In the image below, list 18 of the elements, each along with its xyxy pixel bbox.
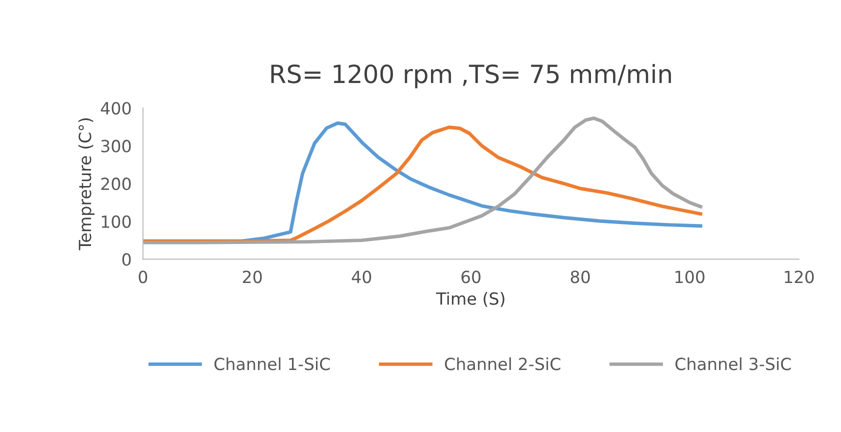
x-axis-title: Time (S) bbox=[436, 292, 504, 307]
legend-label: Channel 3-SiC bbox=[675, 357, 791, 370]
y-tick-label: 200 bbox=[101, 178, 131, 190]
legend-label: Channel 2-SiC bbox=[444, 357, 560, 370]
x-tick-label: 40 bbox=[352, 270, 372, 284]
x-tick-label: 0 bbox=[138, 270, 148, 284]
y-tick-label: 300 bbox=[101, 140, 131, 152]
y-tick-label: 400 bbox=[100, 102, 131, 115]
x-tick-label: 60 bbox=[462, 270, 480, 284]
x-tick-label: 100 bbox=[676, 270, 704, 284]
x-tick-label: 120 bbox=[784, 270, 814, 284]
legend-label: Channel 1-SiC bbox=[214, 357, 330, 370]
chart-title: RS= 1200 rpm ,TS= 75 mm/min bbox=[271, 64, 671, 88]
x-tick-label: 80 bbox=[570, 270, 590, 284]
x-tick-label: 20 bbox=[242, 270, 262, 284]
y-tick-label: 100 bbox=[102, 215, 131, 228]
y-axis-title: Tempreture (C°) bbox=[78, 118, 94, 250]
y-tick-label: 0 bbox=[122, 253, 131, 266]
